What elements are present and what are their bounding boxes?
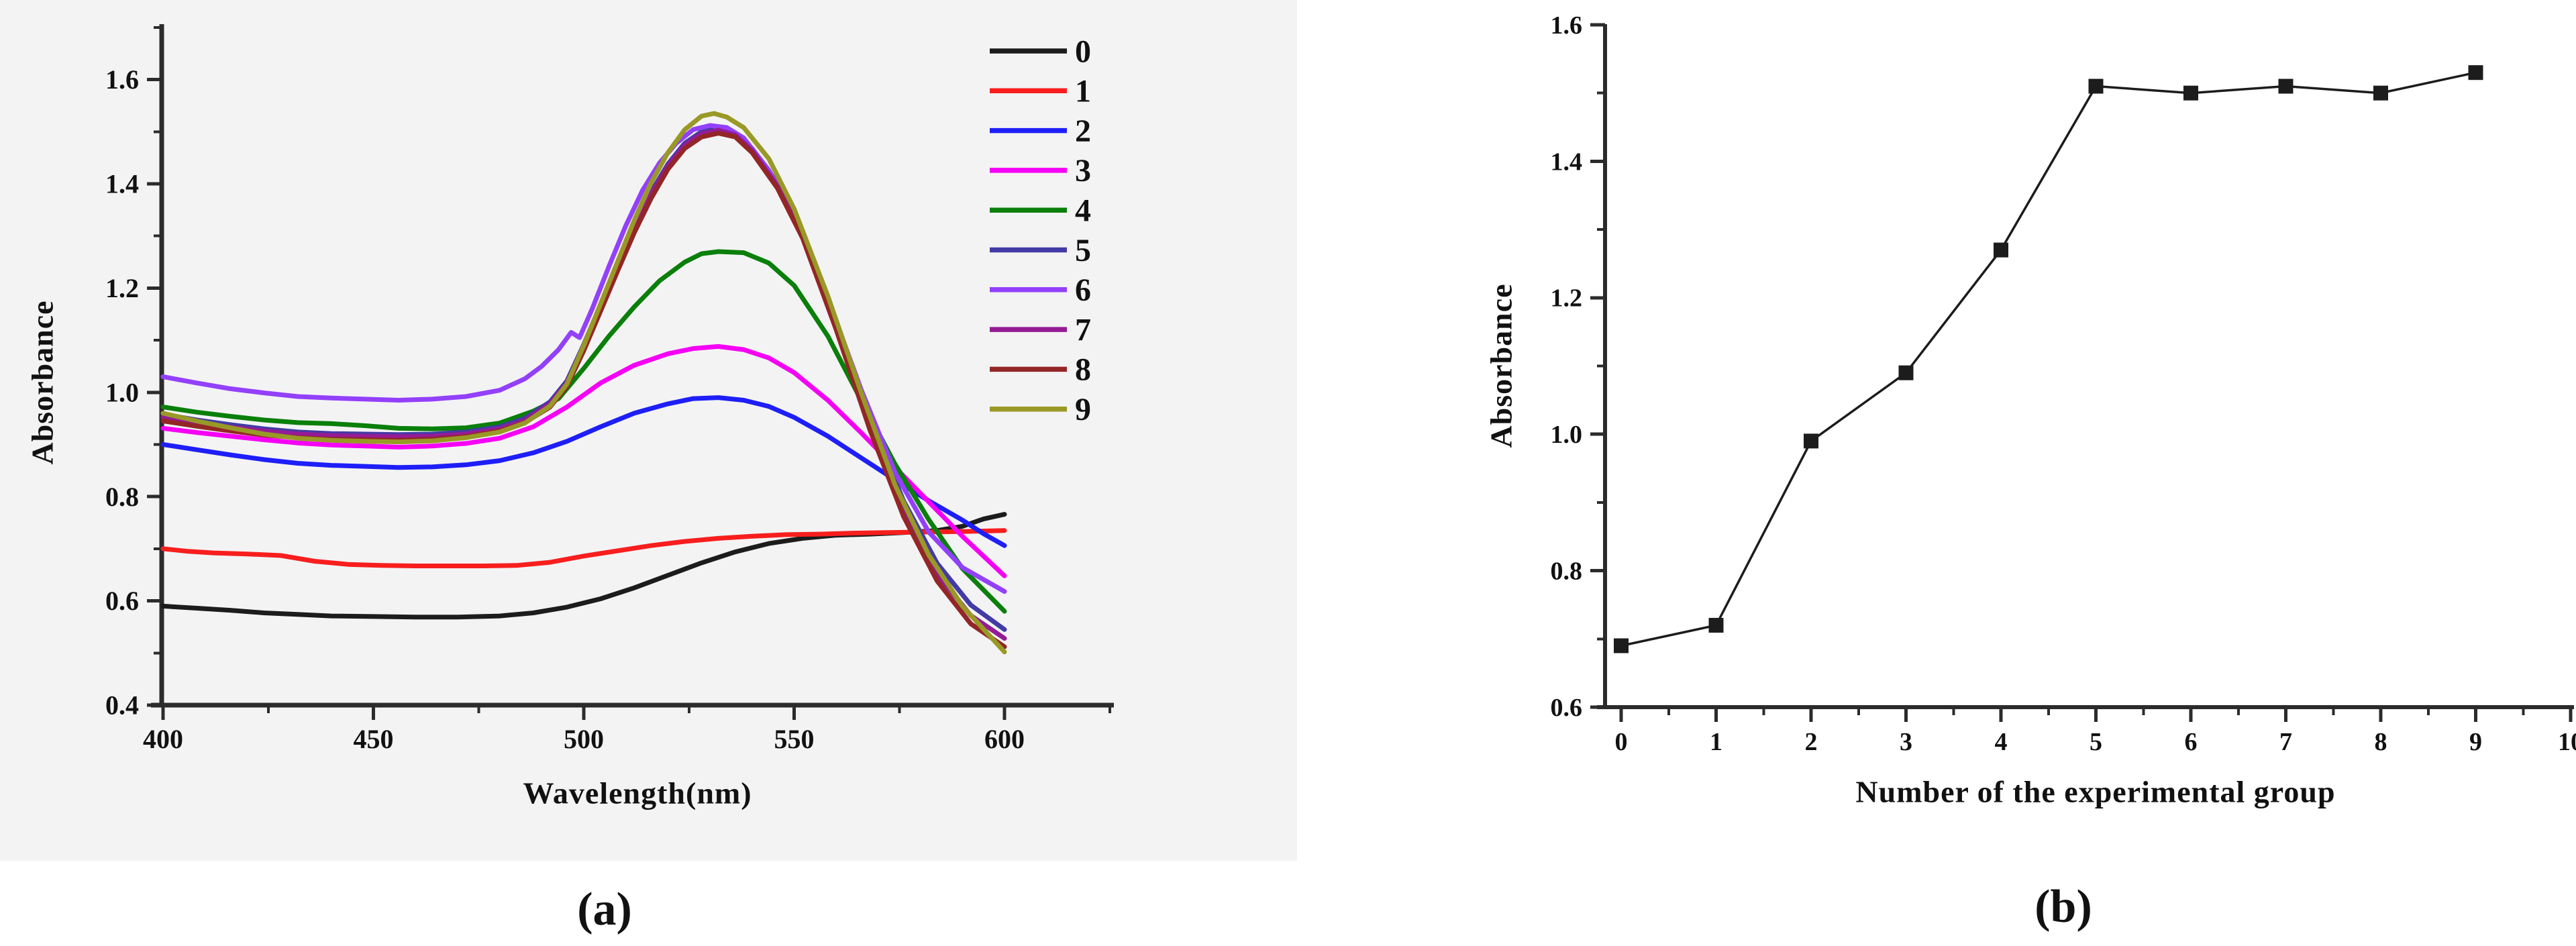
x-axis-title-a: Wavelength(nm): [523, 776, 752, 810]
x-tick-label-a: 400: [143, 724, 183, 754]
y-tick-label-a: 0.4: [105, 690, 139, 721]
legend-label-3: 3: [1075, 153, 1091, 189]
y-tick-label-b: 1.2: [1551, 284, 1583, 313]
data-point-0: [1614, 638, 1629, 653]
caption-a: (a): [577, 884, 632, 935]
data-point-1: [1708, 617, 1724, 633]
data-point-5: [2088, 78, 2104, 94]
x-tick-label-a: 550: [774, 724, 815, 754]
y-tick-label-a: 1.4: [105, 169, 139, 199]
x-tick-label-b: 8: [2375, 728, 2387, 756]
data-point-3: [1898, 365, 1914, 380]
legend-label-2: 2: [1075, 113, 1091, 149]
legend-label-4: 4: [1075, 193, 1091, 229]
data-point-7: [2278, 78, 2294, 94]
legend-label-5: 5: [1075, 233, 1091, 268]
caption-b: (b): [2034, 881, 2092, 933]
x-tick-label-b: 9: [2469, 728, 2482, 756]
y-tick-label-b: 1.0: [1551, 421, 1583, 449]
series-line-3: [160, 344, 1007, 578]
x-tick-label-b: 1: [1710, 728, 1722, 756]
x-tick-label-b: 10: [2558, 728, 2576, 756]
data-point-2: [1804, 433, 1818, 449]
series-line-9: [160, 111, 1007, 655]
series-line-2: [160, 395, 1007, 548]
y-tick-label-b: 1.4: [1551, 148, 1583, 176]
y-tick-label-a: 1.0: [105, 377, 139, 407]
legend-label-8: 8: [1075, 352, 1091, 388]
series-line-1: [160, 528, 1007, 568]
y-tick-label-b: 0.6: [1551, 694, 1583, 722]
y-axis-title-a: Absorbance: [25, 300, 60, 465]
y-tick-label-a: 1.6: [105, 64, 139, 95]
x-tick-label-a: 500: [564, 724, 604, 754]
y-tick-label-a: 0.8: [105, 482, 139, 512]
legend-label-6: 6: [1075, 272, 1091, 308]
series-line-4: [160, 249, 1007, 614]
y-tick-label-a: 0.6: [105, 586, 139, 616]
data-point-8: [2373, 85, 2388, 101]
legend-label-1: 1: [1075, 74, 1091, 109]
legend-label-7: 7: [1075, 312, 1091, 348]
legend-label-0: 0: [1075, 34, 1091, 69]
y-tick-label-b: 1.6: [1551, 11, 1583, 40]
x-tick-label-b: 6: [2185, 728, 2198, 756]
y-tick-label-a: 1.2: [105, 273, 139, 303]
x-tick-label-b: 3: [1900, 728, 1912, 756]
data-point-6: [2183, 85, 2198, 101]
x-axis-title-b: Number of the experimental group: [1855, 774, 2336, 809]
x-tick-label-b: 7: [2279, 728, 2292, 756]
x-tick-label-a: 450: [354, 724, 394, 754]
data-point-9: [2468, 65, 2483, 81]
x-tick-label-b: 2: [1805, 728, 1818, 756]
y-axis-title-b: Absorbance: [1484, 283, 1518, 448]
series-line-b: [1620, 71, 2476, 647]
legend-label-9: 9: [1075, 392, 1091, 427]
y-tick-label-b: 0.8: [1551, 558, 1583, 586]
data-point-4: [1994, 242, 2008, 258]
x-tick-label-b: 4: [1995, 728, 2008, 756]
x-tick-label-b: 5: [2090, 728, 2102, 756]
x-tick-label-b: 0: [1615, 728, 1628, 756]
x-tick-label-a: 600: [984, 724, 1025, 754]
